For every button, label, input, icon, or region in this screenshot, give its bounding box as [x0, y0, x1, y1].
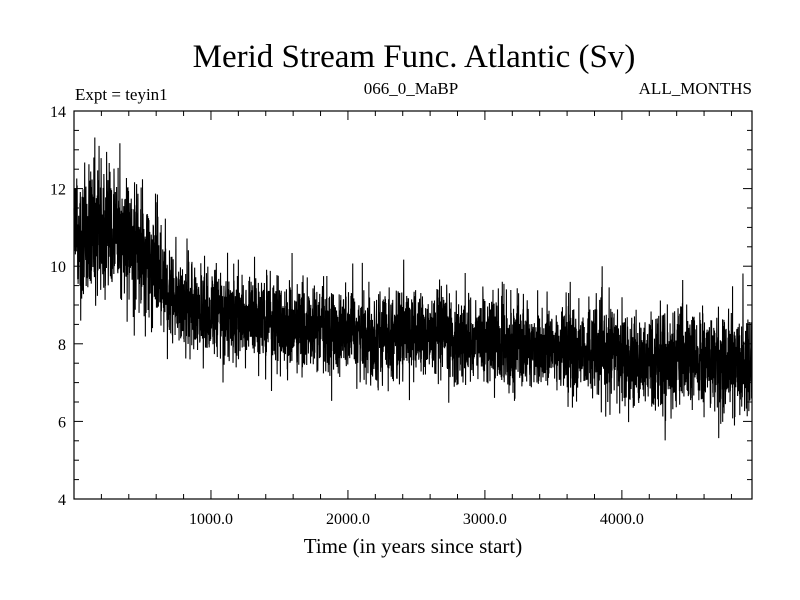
x-tick-label: 1000.0: [189, 511, 233, 528]
y-tick-label: 4: [58, 492, 66, 509]
x-tick-label: 4000.0: [600, 511, 644, 528]
y-tick-label: 12: [50, 182, 66, 199]
axes-layer: 4 6 8 10 12 14 1000.0 2000.0 3000.0 4000.0: [50, 104, 752, 528]
x-tick-label: 2000.0: [326, 511, 370, 528]
experiment-label: Expt = teyin1: [75, 85, 168, 104]
y-tick-label: 8: [58, 337, 66, 354]
y-tick-label: 6: [58, 414, 66, 431]
dataset-label: 066_0_MaBP: [364, 79, 458, 98]
plot-frame: [73, 110, 753, 500]
series-line: [73, 137, 753, 441]
x-axis-label: Time (in years since start): [304, 534, 523, 558]
x-tick-label: 3000.0: [463, 511, 507, 528]
y-tick-label: 14: [50, 104, 66, 121]
y-tick-label: 10: [50, 259, 66, 276]
chart-title: Merid Stream Func. Atlantic (Sv): [193, 39, 636, 75]
months-label: ALL_MONTHS: [639, 79, 752, 98]
series-layer: [73, 137, 753, 441]
